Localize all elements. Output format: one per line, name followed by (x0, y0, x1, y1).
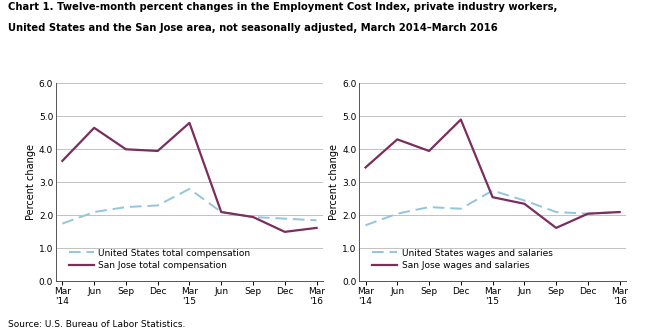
Legend: United States total compensation, San Jose total compensation: United States total compensation, San Jo… (65, 245, 254, 274)
Text: Chart 1. Twelve-month percent changes in the Employment Cost Index, private indu: Chart 1. Twelve-month percent changes in… (8, 2, 558, 12)
Y-axis label: Percent change: Percent change (26, 144, 36, 220)
Y-axis label: Percent change: Percent change (330, 144, 339, 220)
Text: United States and the San Jose area, not seasonally adjusted, March 2014–March 2: United States and the San Jose area, not… (8, 23, 498, 33)
Text: Source: U.S. Bureau of Labor Statistics.: Source: U.S. Bureau of Labor Statistics. (8, 320, 185, 329)
Legend: United States wages and salaries, San Jose wages and salaries: United States wages and salaries, San Jo… (368, 245, 556, 274)
